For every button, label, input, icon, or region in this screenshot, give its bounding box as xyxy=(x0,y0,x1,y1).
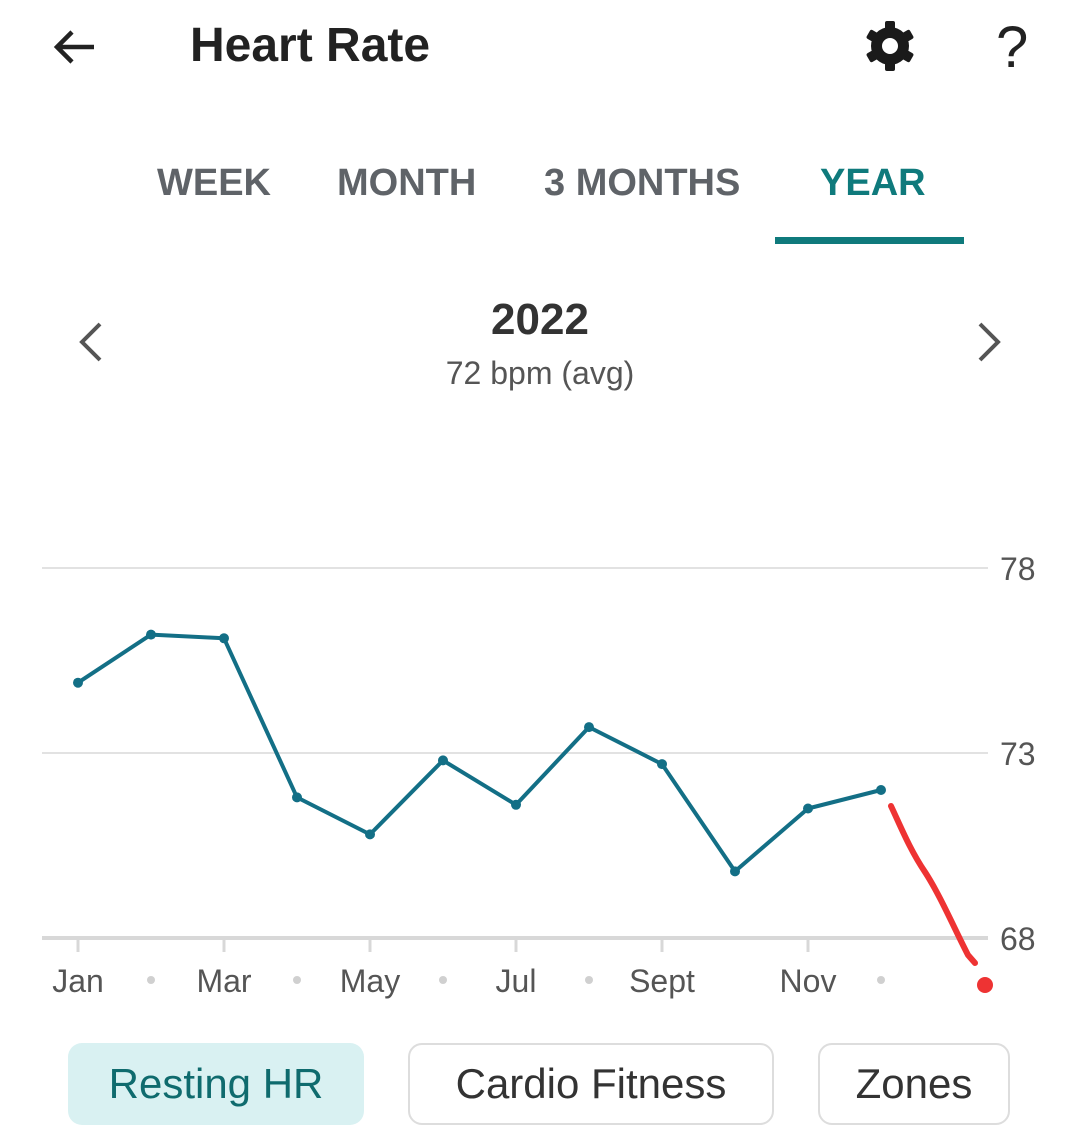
next-period-button[interactable] xyxy=(972,318,1008,371)
data-point-aug xyxy=(584,722,594,733)
annotation-dot xyxy=(977,977,993,993)
page-title: Heart Rate xyxy=(190,19,431,72)
y-tick-label: 68 xyxy=(1000,921,1036,957)
data-point-feb xyxy=(146,629,156,640)
data-point-jul xyxy=(511,799,521,810)
x-tick-dot xyxy=(293,976,301,984)
x-tick-label: Nov xyxy=(780,963,837,999)
previous-period-button[interactable] xyxy=(72,318,108,371)
period-year: 2022 xyxy=(491,295,589,344)
period-average: 72 bpm (avg) xyxy=(445,355,635,391)
cardio-fitness-pill[interactable]: Cardio Fitness xyxy=(408,1043,774,1125)
data-point-dec xyxy=(876,785,886,795)
x-tick-label: May xyxy=(340,963,400,999)
y-tick-label: 73 xyxy=(1000,736,1036,772)
chevron-left-icon xyxy=(79,322,102,362)
settings-button[interactable] xyxy=(864,20,916,72)
x-tick-label: Sept xyxy=(629,963,695,999)
tab-3-months[interactable]: 3 MONTHS xyxy=(544,162,741,204)
x-tick-label: Jan xyxy=(52,963,104,999)
tab-month[interactable]: MONTH xyxy=(337,162,477,204)
tab-week[interactable]: WEEK xyxy=(157,162,271,204)
chevron-right-icon xyxy=(978,322,1001,362)
x-tick-label: Mar xyxy=(196,963,251,999)
data-point-sep xyxy=(657,759,667,770)
tab-year[interactable]: YEAR xyxy=(820,162,926,204)
gear-icon xyxy=(866,21,914,71)
zones-pill[interactable]: Zones xyxy=(818,1043,1010,1125)
active-tab-indicator xyxy=(775,237,964,244)
data-point-jan xyxy=(73,677,83,688)
x-tick-dot xyxy=(877,976,885,984)
data-point-mar xyxy=(219,633,229,644)
y-tick-label: 78 xyxy=(1000,551,1036,587)
data-point-apr xyxy=(292,792,302,803)
x-tick-dot xyxy=(439,976,447,984)
resting-hr-line xyxy=(76,632,882,874)
back-button[interactable] xyxy=(50,22,100,72)
data-point-nov xyxy=(803,803,813,814)
handwritten-annotation xyxy=(888,803,978,966)
x-tick-dot xyxy=(147,976,155,984)
x-tick-dot xyxy=(585,976,593,984)
data-point-oct xyxy=(730,866,740,877)
data-point-may xyxy=(365,829,375,840)
x-tick-label: Jul xyxy=(496,963,537,999)
resting-hr-pill[interactable]: Resting HR xyxy=(68,1043,364,1125)
help-button[interactable]: ? xyxy=(996,15,1029,80)
data-point-jun xyxy=(438,755,448,766)
arrow-left-icon xyxy=(53,30,94,64)
